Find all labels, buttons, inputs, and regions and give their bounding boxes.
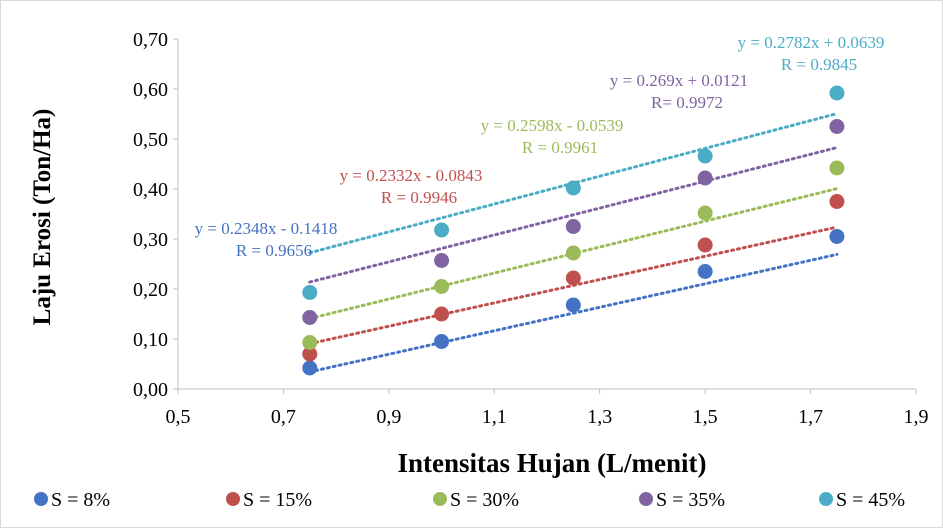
x-tick-label: 1,9	[904, 406, 929, 428]
data-point	[565, 219, 581, 234]
x-axis-ticks: 0,5 0,7 0,9 1,1 1,3 1,5 1,7 1,9	[166, 389, 929, 428]
trendline-r-value: R = 0.9845	[781, 55, 857, 74]
data-point	[697, 237, 713, 253]
y-tick-label: 0,30	[133, 229, 168, 251]
data-point	[829, 119, 845, 134]
x-tick-label: 1,7	[798, 406, 823, 428]
data-point	[565, 270, 581, 286]
y-tick-label: 0,40	[133, 179, 168, 201]
data-points	[302, 85, 845, 376]
trendline-r-value: R= 0.9972	[651, 93, 723, 112]
legend-label: S = 35%	[656, 489, 725, 511]
data-point	[697, 205, 713, 221]
x-tick-label: 1,3	[587, 406, 612, 428]
axes: 0,000,100,200,300,400,500,600,70 0,5 0,7 0…	[133, 29, 929, 428]
data-point	[302, 335, 318, 350]
legend-marker	[226, 492, 240, 506]
trendline	[308, 146, 839, 284]
data-point	[697, 170, 713, 186]
x-tick-label: 0,5	[166, 406, 191, 428]
y-axis-ticks: 0,00 0,10 0,20 0,30 0,40 0,50 0,60 0,70	[133, 29, 178, 401]
legend-label: S = 45%	[836, 489, 905, 511]
legend-marker	[433, 492, 447, 506]
data-point	[829, 85, 845, 101]
x-tick-label: 1,1	[482, 406, 507, 428]
data-point	[434, 306, 450, 322]
y-tick-label: 0,70	[133, 29, 168, 51]
data-point	[565, 245, 581, 261]
data-point	[697, 148, 713, 164]
y-tick-label: 0,60	[133, 79, 168, 101]
legend-label: S = 30%	[450, 489, 519, 511]
legend-marker	[34, 492, 48, 506]
data-point	[829, 229, 845, 244]
trendline-r-value: R = 0.9961	[522, 138, 598, 157]
data-point	[434, 334, 450, 349]
legend-label: S = 8%	[51, 489, 110, 511]
data-point	[302, 310, 318, 325]
trendline-equation: y = 0.2332x - 0.0843	[340, 166, 483, 185]
trendline-equation: y = 0.2348x - 0.1418	[195, 219, 338, 238]
data-point	[697, 264, 713, 279]
data-point	[434, 222, 450, 238]
data-point	[565, 180, 581, 196]
x-axis-title: Intensitas Hujan (L/menit)	[397, 448, 706, 478]
y-tick-label: 0,10	[133, 329, 168, 351]
y-tick-label: 0,50	[133, 129, 168, 151]
data-point	[302, 346, 318, 362]
x-tick-label: 0,7	[271, 406, 296, 428]
legend-marker	[639, 492, 653, 506]
data-point	[302, 360, 318, 376]
x-tick-label: 0,9	[376, 406, 401, 428]
trendline-equation: y = 0.2782x + 0.0639	[738, 33, 885, 52]
data-point	[829, 160, 845, 176]
y-tick-label: 0,00	[133, 379, 168, 401]
y-tick-label: 0,20	[133, 279, 168, 301]
trendline-equations: y = 0.2348x - 0.1418 R = 0.9656 y = 0.2332…	[195, 33, 885, 260]
trendline-r-value: R = 0.9656	[236, 241, 312, 260]
data-point	[829, 194, 845, 209]
legend: S = 8% S = 15% S = 30% S = 35% S = 45%	[34, 489, 905, 511]
data-point	[302, 285, 318, 300]
data-point	[434, 279, 450, 294]
y-axis-title: Laju Erosi (Ton/Ha)	[29, 109, 56, 326]
x-tick-label: 1,5	[693, 406, 718, 428]
trendline-r-value: R = 0.9946	[381, 188, 457, 207]
data-point	[565, 297, 581, 313]
legend-marker	[819, 492, 833, 506]
trendline	[308, 252, 839, 374]
trendline-equation: y = 0.2598x - 0.0539	[481, 116, 624, 135]
legend-label: S = 15%	[243, 489, 312, 511]
trendline-equation: y = 0.269x + 0.0121	[610, 71, 748, 90]
data-point	[434, 253, 450, 268]
